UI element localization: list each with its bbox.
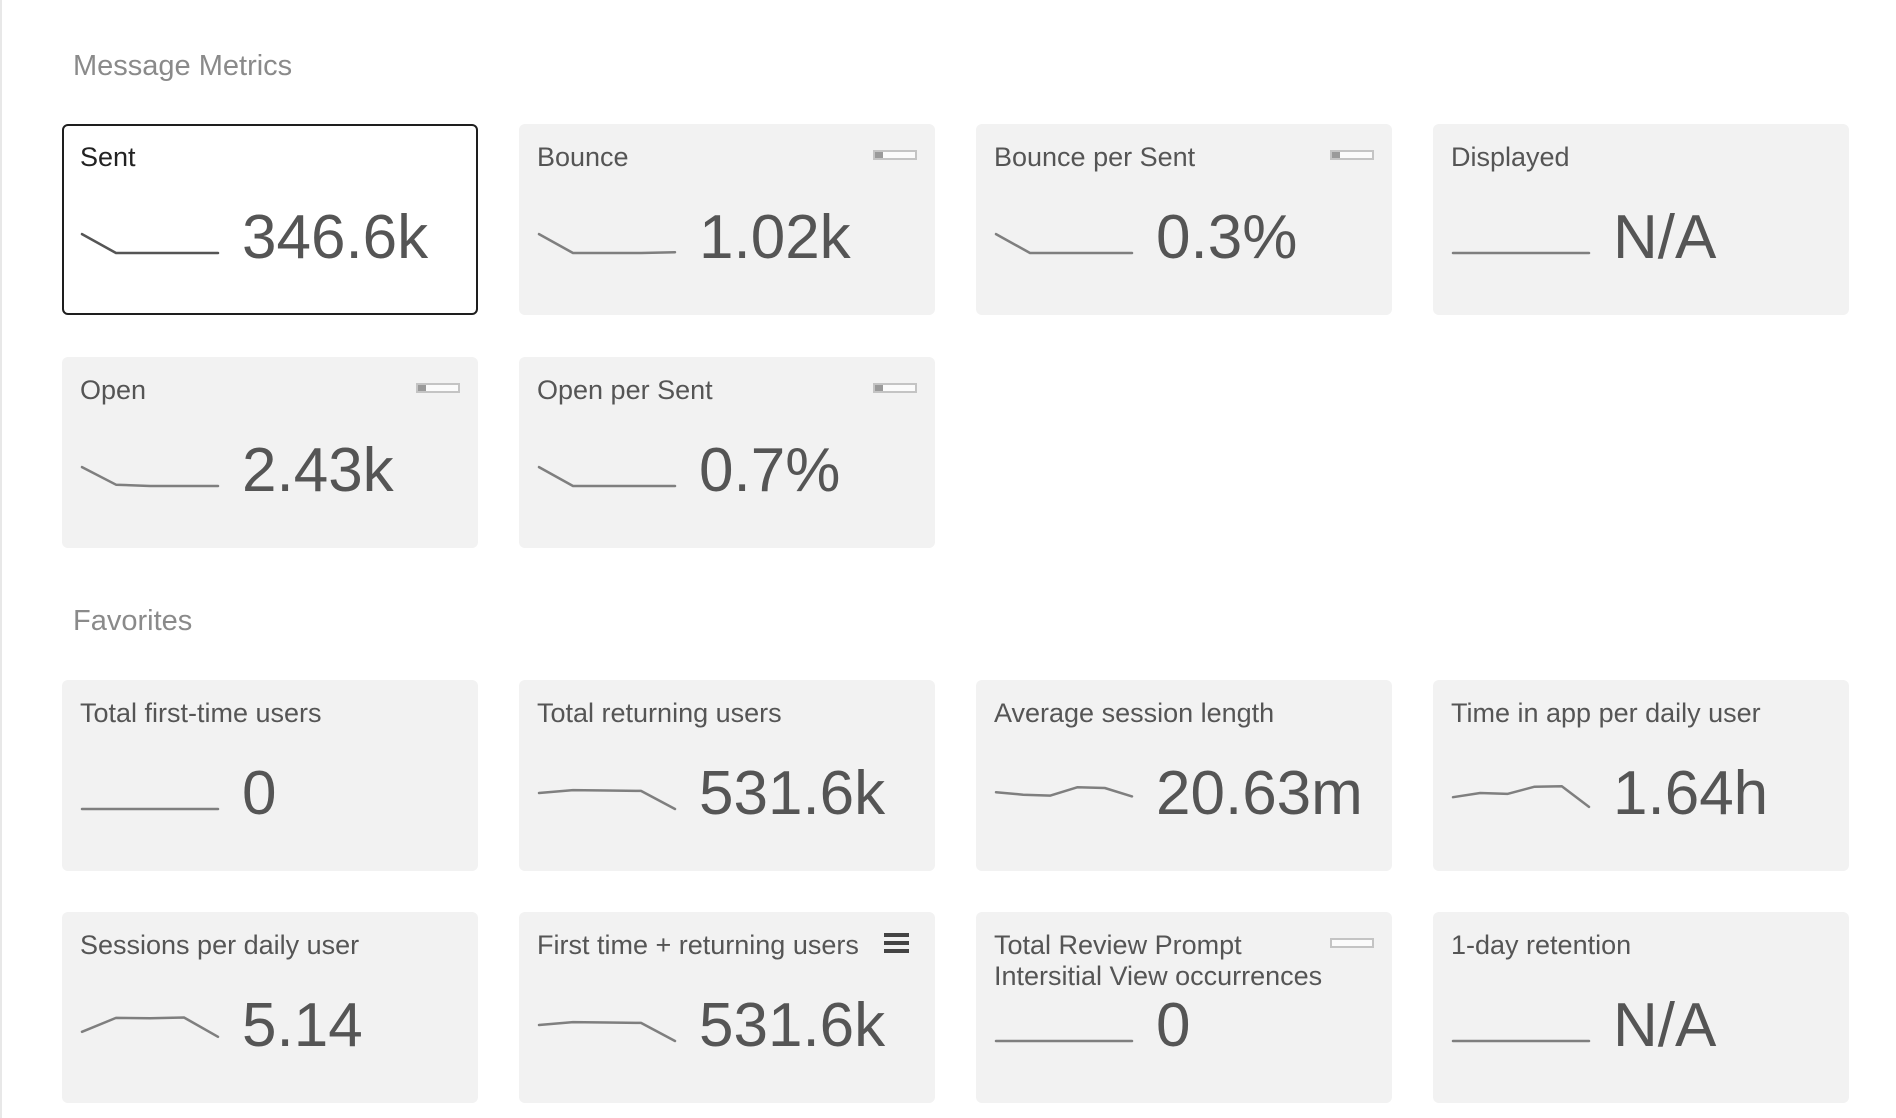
sparkline bbox=[994, 1039, 1134, 1043]
metric-value: 1.64h bbox=[1613, 759, 1769, 828]
sparkline bbox=[80, 1016, 220, 1039]
metric-card-total-first-time-users[interactable]: Total first-time users 0 bbox=[62, 680, 478, 871]
metric-label: Displayed bbox=[1451, 142, 1570, 172]
comparison-bar-icon bbox=[1330, 150, 1374, 160]
metric-value: 531.6k bbox=[699, 759, 886, 828]
sparkline-series bbox=[537, 1020, 677, 1043]
sparkline bbox=[994, 232, 1134, 255]
metric-label: Bounce bbox=[537, 142, 629, 172]
metric-label: 1-day retention bbox=[1451, 930, 1632, 960]
sparkline bbox=[80, 232, 220, 255]
metric-label: Total first-time users bbox=[80, 698, 322, 728]
metric-label: Sessions per daily user bbox=[80, 930, 360, 960]
metric-card-sent[interactable]: Sent 346.6k bbox=[62, 124, 478, 315]
metric-card-bounce[interactable]: Bounce 1.02k bbox=[519, 124, 935, 315]
sparkline bbox=[537, 788, 677, 811]
comparison-bar-fill bbox=[875, 152, 883, 158]
sparkline bbox=[1451, 251, 1591, 255]
metric-card-open-per-sent[interactable]: Open per Sent 0.7% bbox=[519, 357, 935, 548]
metric-value: N/A bbox=[1613, 203, 1717, 272]
metric-value: 5.14 bbox=[242, 991, 363, 1060]
comparison-bar-icon bbox=[873, 150, 917, 160]
metric-card-1-day-retention[interactable]: 1-day retention N/A bbox=[1433, 912, 1849, 1103]
metric-card-average-session-length[interactable]: Average session length 20.63m bbox=[976, 680, 1392, 871]
comparison-bar-icon bbox=[1330, 938, 1374, 948]
metric-value: 2.43k bbox=[242, 436, 394, 505]
hamburger-menu-icon[interactable] bbox=[884, 933, 909, 953]
metric-card-total-returning-users[interactable]: Total returning users 531.6k bbox=[519, 680, 935, 871]
metric-label: Average session length bbox=[994, 698, 1275, 728]
metric-value: N/A bbox=[1613, 991, 1717, 1060]
metric-label: Bounce per Sent bbox=[994, 142, 1196, 172]
sparkline-series bbox=[80, 232, 220, 255]
metric-label: First time + returning users bbox=[537, 930, 859, 960]
metric-value: 0 bbox=[1156, 991, 1191, 1060]
metric-label: Open per Sent bbox=[537, 375, 713, 405]
sparkline bbox=[1451, 785, 1591, 809]
metric-label: Open bbox=[80, 375, 147, 405]
sparkline-series bbox=[1451, 785, 1591, 809]
sparkline bbox=[80, 807, 220, 811]
sparkline-series bbox=[80, 1016, 220, 1039]
sparkline-series bbox=[994, 785, 1134, 798]
metric-label: Total Review Prompt Intersitial View occ… bbox=[994, 930, 1323, 991]
sparkline bbox=[537, 1020, 677, 1043]
metric-value: 346.6k bbox=[242, 203, 429, 272]
metric-value: 1.02k bbox=[699, 203, 851, 272]
comparison-bar-icon bbox=[416, 383, 460, 393]
metric-card-total-review-prompt-occurrences[interactable]: Total Review Prompt Intersitial View occ… bbox=[976, 912, 1392, 1103]
metric-label: Time in app per daily user bbox=[1451, 698, 1761, 728]
sparkline-series bbox=[80, 465, 220, 488]
sparkline bbox=[537, 232, 677, 255]
metric-value: 531.6k bbox=[699, 991, 886, 1060]
metric-value: 0.3% bbox=[1156, 203, 1298, 272]
metric-card-bounce-per-sent[interactable]: Bounce per Sent 0.3% bbox=[976, 124, 1392, 315]
sparkline-series bbox=[537, 788, 677, 811]
comparison-bar-fill bbox=[1332, 152, 1340, 158]
metric-card-displayed[interactable]: Displayed N/A bbox=[1433, 124, 1849, 315]
metric-value: 20.63m bbox=[1156, 759, 1363, 828]
section-title-favorites: Favorites bbox=[73, 605, 193, 637]
sparkline bbox=[1451, 1039, 1591, 1043]
comparison-bar-fill bbox=[875, 385, 883, 391]
metric-value: 0 bbox=[242, 759, 277, 828]
metric-card-open[interactable]: Open 2.43k bbox=[62, 357, 478, 548]
metric-card-time-in-app-per-daily-user[interactable]: Time in app per daily user 1.64h bbox=[1433, 680, 1849, 871]
metric-label: Total returning users bbox=[537, 698, 782, 728]
page-left-border bbox=[0, 0, 2, 1118]
metric-value: 0.7% bbox=[699, 436, 841, 505]
sparkline bbox=[537, 465, 677, 488]
sparkline bbox=[80, 465, 220, 488]
sparkline-series bbox=[537, 232, 677, 255]
sparkline-series bbox=[994, 232, 1134, 255]
section-title-message-metrics: Message Metrics bbox=[73, 50, 293, 82]
metric-card-first-time-plus-returning-users[interactable]: First time + returning users 531.6k bbox=[519, 912, 935, 1103]
comparison-bar-fill bbox=[418, 385, 426, 391]
metric-card-sessions-per-daily-user[interactable]: Sessions per daily user 5.14 bbox=[62, 912, 478, 1103]
sparkline bbox=[994, 785, 1134, 798]
metric-label: Sent bbox=[80, 142, 136, 172]
sparkline-series bbox=[537, 465, 677, 488]
comparison-bar-icon bbox=[873, 383, 917, 393]
